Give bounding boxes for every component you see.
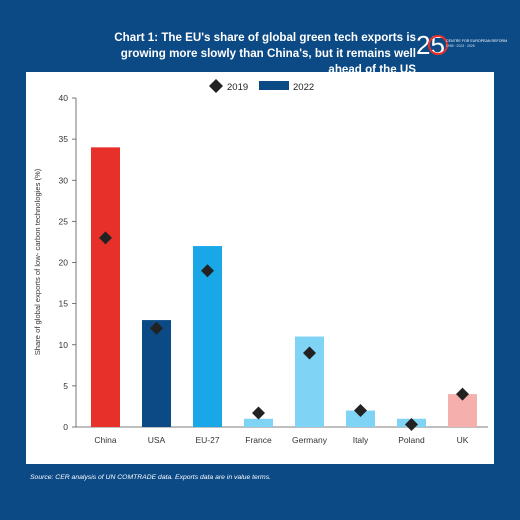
marker-2019: [201, 264, 214, 278]
chart-panel: 2019 2022 Share of global exports of low…: [26, 72, 494, 464]
x-tick-label: EU-27: [195, 435, 219, 445]
x-tick-label: France: [245, 435, 272, 445]
y-tick-label: 10: [59, 340, 69, 350]
x-tick-label: Poland: [398, 435, 425, 445]
y-tick-label: 25: [59, 216, 69, 226]
x-tick-label: USA: [148, 435, 166, 445]
logo-ring: [428, 35, 448, 55]
legend-swatch-2022: [259, 81, 289, 90]
logo: 25 CENTRE FOR EUROPEAN REFORM 1998 · 202…: [416, 30, 507, 60]
bar-2022: [142, 320, 171, 427]
y-tick-label: 20: [59, 258, 69, 268]
y-tick-label: 30: [59, 175, 69, 185]
legend-marker-2019: [209, 79, 223, 93]
logo-mark: 25: [416, 30, 445, 60]
plot-area: 0 5 10 15 20 25 30 35 40 China USA EU-27 France Germa…: [59, 93, 488, 445]
bar-2022: [244, 418, 273, 427]
logo-line1: CENTRE FOR EUROPEAN REFORM: [446, 39, 507, 43]
y-tick-label: 0: [63, 422, 68, 432]
x-tick-label: China: [94, 435, 116, 445]
y-tick-label: 15: [59, 299, 69, 309]
marker-2019: [354, 404, 367, 418]
legend: 2019 2022: [209, 79, 314, 93]
x-tick-label: UK: [457, 435, 469, 445]
y-tick-label: 5: [63, 381, 68, 391]
bar-2022: [346, 410, 375, 427]
source-note: Source: CER analysis of UN COMTRADE data…: [30, 474, 272, 481]
marker-2019: [252, 406, 265, 420]
legend-label-2019: 2019: [227, 82, 248, 93]
marker-2019: [99, 231, 112, 245]
marker-2019: [150, 321, 163, 335]
marker-2019: [303, 346, 316, 360]
chart-title: Chart 1: The EU's share of global green …: [114, 31, 416, 76]
x-tick-label: Germany: [292, 435, 328, 445]
bar-chart: 2019 2022 Share of global exports of low…: [33, 79, 488, 445]
x-tick-label: Italy: [353, 435, 369, 445]
marker-2019: [456, 387, 469, 401]
y-tick-label: 40: [59, 93, 69, 103]
bar-2022: [91, 147, 120, 427]
y-axis-label: Share of global exports of low- carbon t…: [33, 168, 42, 355]
y-tick-label: 35: [59, 134, 69, 144]
marker-2019: [405, 418, 418, 432]
legend-label-2022: 2022: [293, 82, 314, 93]
logo-line2: 1998 · 2023 · 2025: [446, 44, 475, 48]
